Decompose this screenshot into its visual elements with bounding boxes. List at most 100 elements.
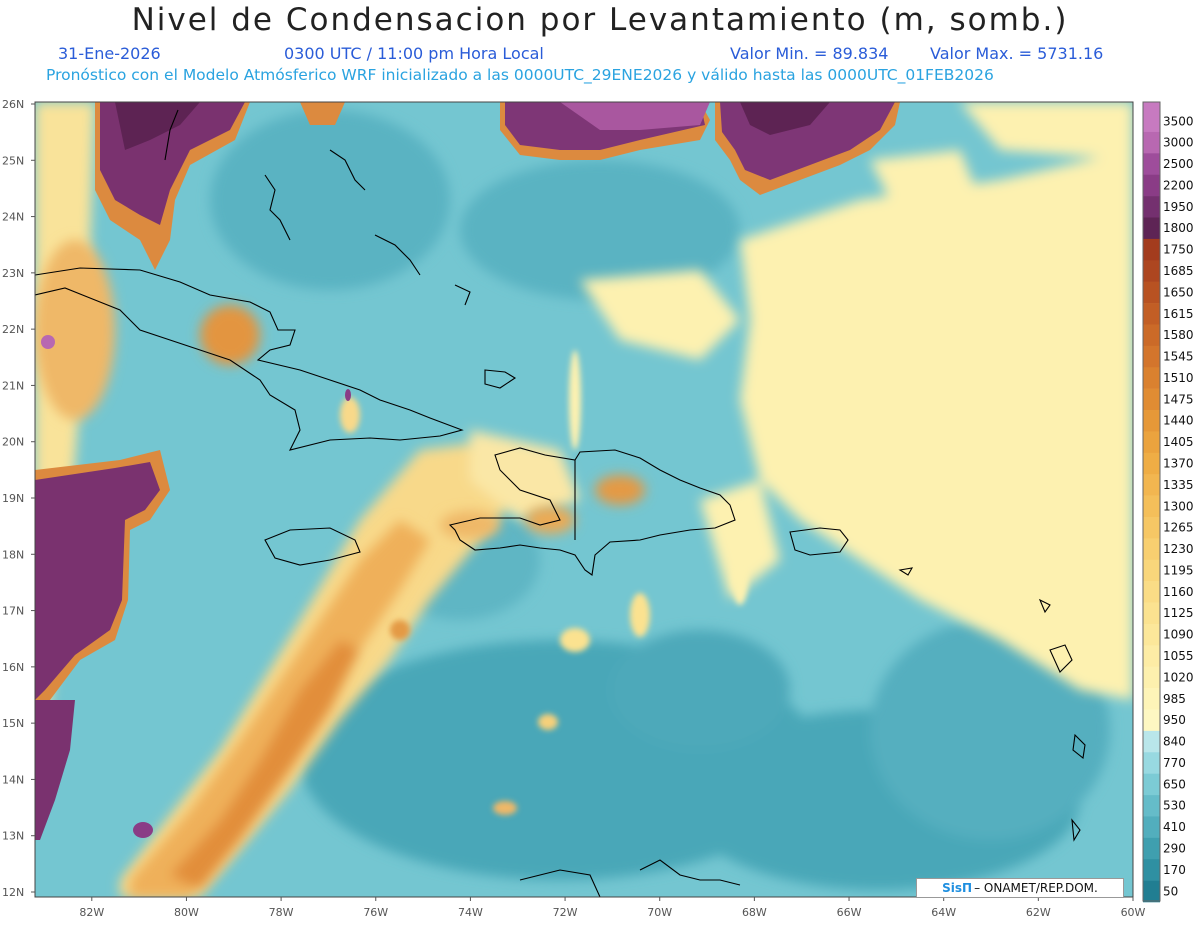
- colorbar-label: 1265: [1163, 521, 1194, 535]
- lat-label: 14N: [2, 773, 24, 786]
- colorbar-label: 1545: [1163, 350, 1194, 364]
- cuba-coast: [35, 267, 464, 451]
- lat-label: 21N: [2, 379, 24, 392]
- lon-label: 64W: [931, 906, 956, 919]
- colorbar-swatch: [1143, 131, 1160, 154]
- colorbar-label: 1370: [1163, 456, 1194, 470]
- south-america-coast: [639, 859, 741, 886]
- colorbar-swatch: [1143, 559, 1160, 582]
- lon-label: 78W: [269, 906, 294, 919]
- colorbar-label: 985: [1163, 692, 1186, 706]
- colorbar-swatch: [1143, 174, 1160, 197]
- bahamas-coast: [454, 284, 471, 306]
- lat-label: 25N: [2, 154, 24, 167]
- orange-band: [35, 240, 645, 897]
- coastlines: [35, 109, 1086, 897]
- lon-label: 70W: [647, 906, 672, 919]
- colorbar-label: 530: [1163, 799, 1186, 813]
- lat-label: 12N: [2, 886, 24, 899]
- colorbar-swatch: [1143, 666, 1160, 689]
- purple-spot: [41, 335, 55, 349]
- jamaica-coast: [264, 527, 361, 566]
- colorbar-label: 840: [1163, 735, 1186, 749]
- colorbar-swatch: [1143, 238, 1160, 261]
- colorbar-label: 1800: [1163, 221, 1194, 235]
- small-patches: [340, 350, 748, 815]
- colorbar-label: 3000: [1163, 136, 1194, 150]
- antilles-coast: [1038, 598, 1051, 614]
- colorbar-label: 1580: [1163, 328, 1194, 342]
- antilles-coast: [1071, 818, 1081, 842]
- lon-label: 76W: [363, 906, 388, 919]
- colorbar-label: 1125: [1163, 606, 1194, 620]
- lon-label: 60W: [1121, 906, 1146, 919]
- lon-label: 68W: [742, 906, 767, 919]
- colorbar-label: 1615: [1163, 307, 1194, 321]
- colorbar-swatch: [1143, 816, 1160, 839]
- colorbar-swatch: [1143, 196, 1160, 218]
- colorbar-label: 1195: [1163, 563, 1194, 577]
- colorbar-swatch: [1143, 410, 1160, 432]
- purple-region-nw: [35, 102, 345, 840]
- antilles-coast: [1072, 733, 1086, 760]
- longitude-axis: 82W 80W 78W 76W 74W 72W 70W 68W 66W 64W 62W 60W: [79, 897, 1146, 919]
- colorbar-label: 50: [1163, 884, 1178, 898]
- island-coast: [484, 369, 517, 389]
- colorbar-label: 1650: [1163, 285, 1194, 299]
- colorbar-label: 2500: [1163, 157, 1194, 171]
- colorbar-swatch: [1143, 773, 1160, 796]
- colorbar-swatch: [1143, 367, 1160, 389]
- puerto-rico-coast: [789, 527, 849, 556]
- lat-label: 20N: [2, 436, 24, 449]
- colorbar-swatch: [1143, 345, 1160, 368]
- valid-time: 0300 UTC / 11:00 pm Hora Local: [284, 44, 544, 63]
- colorbar-swatch: [1143, 217, 1160, 240]
- colorbar-label: 1055: [1163, 649, 1194, 663]
- bahamas-coast: [329, 149, 366, 191]
- colorbar-swatch: [1143, 795, 1160, 817]
- map-field: [35, 102, 1133, 897]
- model-info: Pronóstico con el Modelo Atmósferico WRF…: [46, 66, 994, 84]
- credit-box: SisΠ – ONAMET/REP.DOM.: [916, 878, 1124, 898]
- purple-region-ne: [500, 102, 900, 195]
- min-value: Valor Min. = 89.834: [730, 44, 889, 63]
- lat-label: 16N: [2, 661, 24, 674]
- lat-label: 19N: [2, 492, 24, 505]
- latitude-axis: 26N 25N 24N 23N 22N 21N 20N 19N 18N 17N 16N 15N 14N 1…: [2, 98, 35, 899]
- lat-label: 22N: [2, 323, 24, 336]
- yellow-region-east: [580, 102, 1133, 700]
- colorbar-label: 1230: [1163, 542, 1194, 556]
- lat-label: 24N: [2, 211, 24, 224]
- colorbar-swatch: [1143, 474, 1160, 496]
- colorbar-swatch: [1143, 623, 1160, 646]
- colorbar-label: 1475: [1163, 392, 1194, 406]
- colorbar-swatch: [1143, 581, 1160, 603]
- colorbar-swatch: [1143, 388, 1160, 411]
- colorbar-swatch: [1143, 880, 1160, 903]
- purple-spot: [345, 389, 351, 401]
- lon-label: 62W: [1026, 906, 1051, 919]
- colorbar-frame: [1142, 101, 1161, 902]
- colorbar-swatch: [1143, 452, 1160, 475]
- colorbar-label: 170: [1163, 863, 1186, 877]
- antilles-coast: [898, 567, 914, 576]
- colorbar-swatch: [1143, 431, 1160, 454]
- colorbar-swatch: [1143, 153, 1160, 176]
- chart-title: Nivel de Condensacion por Levantamiento …: [131, 2, 1069, 38]
- colorbar-label: 1440: [1163, 414, 1194, 428]
- colorbar-swatch: [1143, 324, 1160, 347]
- lat-label: 26N: [2, 98, 24, 111]
- colorbar-label: 1090: [1163, 628, 1194, 642]
- colorbar-label: 2200: [1163, 178, 1194, 192]
- colorbar-swatch: [1143, 281, 1160, 304]
- map-frame: [34, 101, 1134, 898]
- colorbar-swatch: [1143, 752, 1160, 774]
- lat-label: 23N: [2, 267, 24, 280]
- colorbar-label: 290: [1163, 842, 1186, 856]
- colorbar-swatch: [1143, 730, 1160, 753]
- lat-label: 15N: [2, 717, 24, 730]
- colorbar-label: 1160: [1163, 585, 1194, 599]
- south-america-coast: [519, 869, 601, 897]
- lon-label: 74W: [458, 906, 483, 919]
